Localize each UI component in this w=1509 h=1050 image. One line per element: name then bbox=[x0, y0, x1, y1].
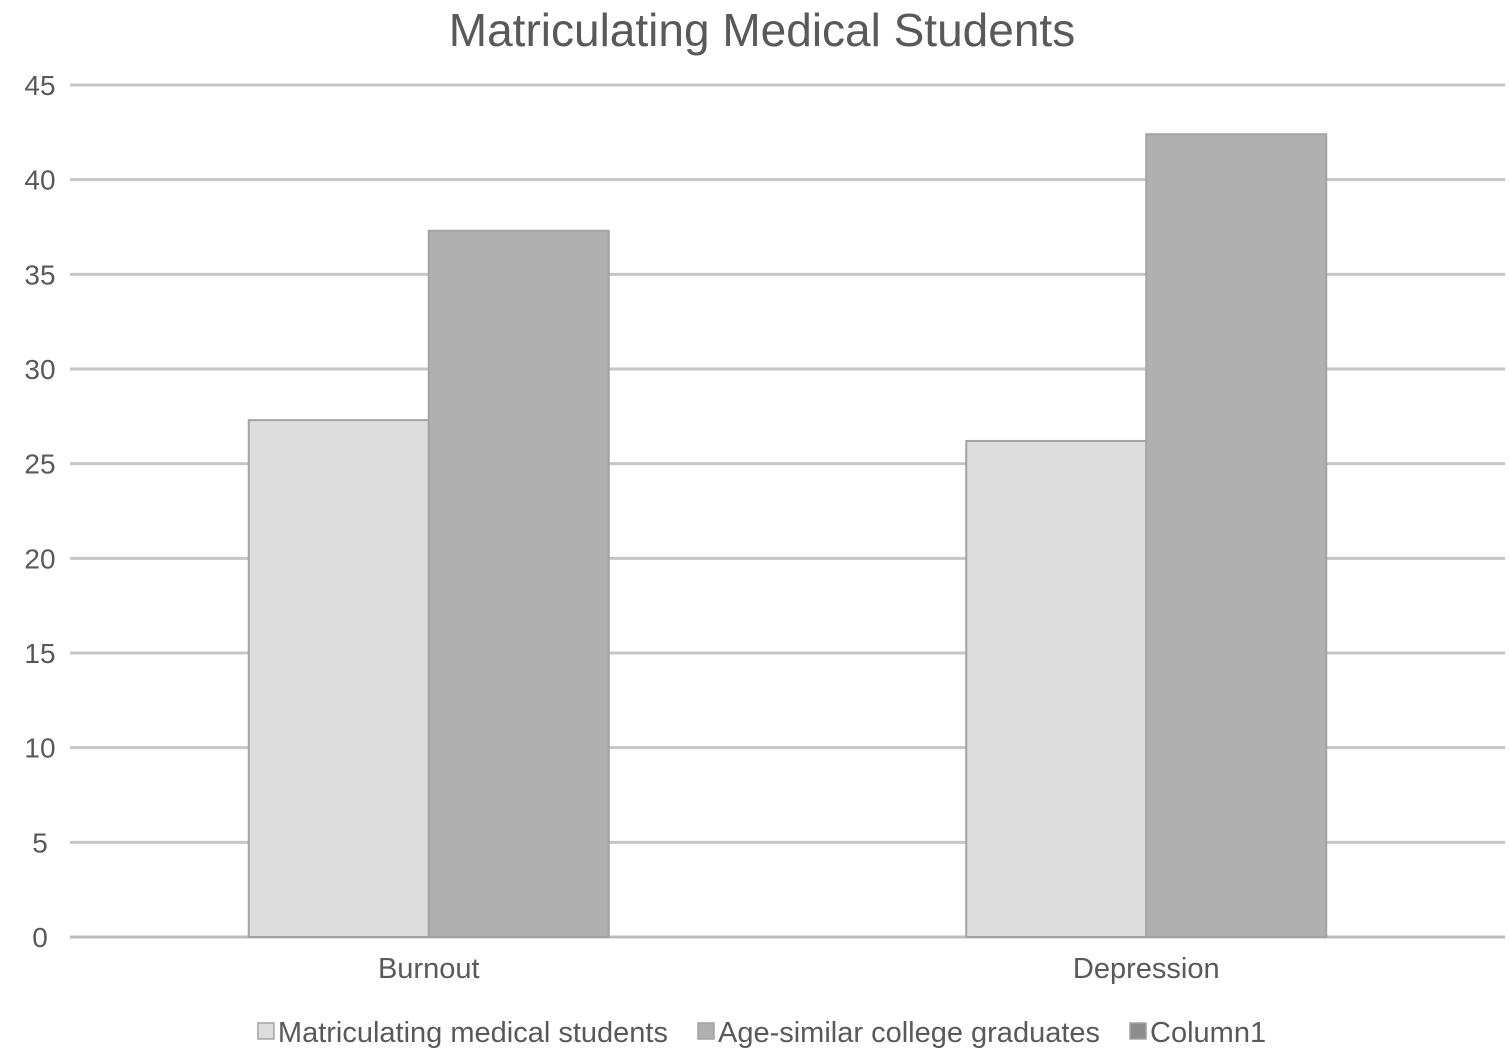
x-category-label: Burnout bbox=[378, 953, 480, 985]
legend-label: Matriculating medical students bbox=[278, 1017, 668, 1049]
legend-swatch bbox=[257, 1022, 275, 1040]
legend-swatch bbox=[1129, 1022, 1147, 1040]
legend-item: Matriculating medical students bbox=[257, 1017, 668, 1049]
bar-age-similar-college-graduates-depression bbox=[1145, 133, 1328, 938]
y-tick-label: 25 bbox=[24, 449, 55, 480]
y-tick-label: 20 bbox=[24, 543, 55, 574]
legend: Matriculating medical students Age-simila… bbox=[257, 1017, 1266, 1049]
legend-label: Age-similar college graduates bbox=[718, 1017, 1100, 1049]
bar-matriculating-medical-students-depression bbox=[965, 439, 1148, 938]
y-tick-label: 5 bbox=[32, 827, 48, 858]
y-tick-label: 15 bbox=[24, 638, 55, 669]
y-tick-label: 10 bbox=[24, 733, 55, 764]
bars bbox=[247, 133, 1328, 938]
bar-age-similar-college-graduates-burnout bbox=[427, 229, 610, 938]
chart-title: Matriculating Medical Students bbox=[449, 4, 1075, 56]
legend-item: Column1 bbox=[1129, 1017, 1266, 1049]
legend-swatch bbox=[697, 1022, 715, 1040]
y-tick-label: 30 bbox=[24, 354, 55, 385]
y-tick-label: 0 bbox=[32, 922, 48, 953]
y-tick-label: 40 bbox=[24, 165, 55, 196]
y-tick-label: 35 bbox=[24, 259, 55, 290]
x-axis-category-labels: Burnout Depression bbox=[378, 953, 1220, 985]
bar-matriculating-medical-students-burnout bbox=[247, 419, 430, 938]
legend-item: Age-similar college graduates bbox=[697, 1017, 1100, 1049]
legend-label: Column1 bbox=[1150, 1017, 1266, 1049]
x-category-label: Depression bbox=[1073, 953, 1220, 985]
y-tick-label: 45 bbox=[24, 70, 55, 101]
y-axis-tick-labels: 0 5 10 15 20 25 30 35 40 45 bbox=[24, 70, 55, 953]
